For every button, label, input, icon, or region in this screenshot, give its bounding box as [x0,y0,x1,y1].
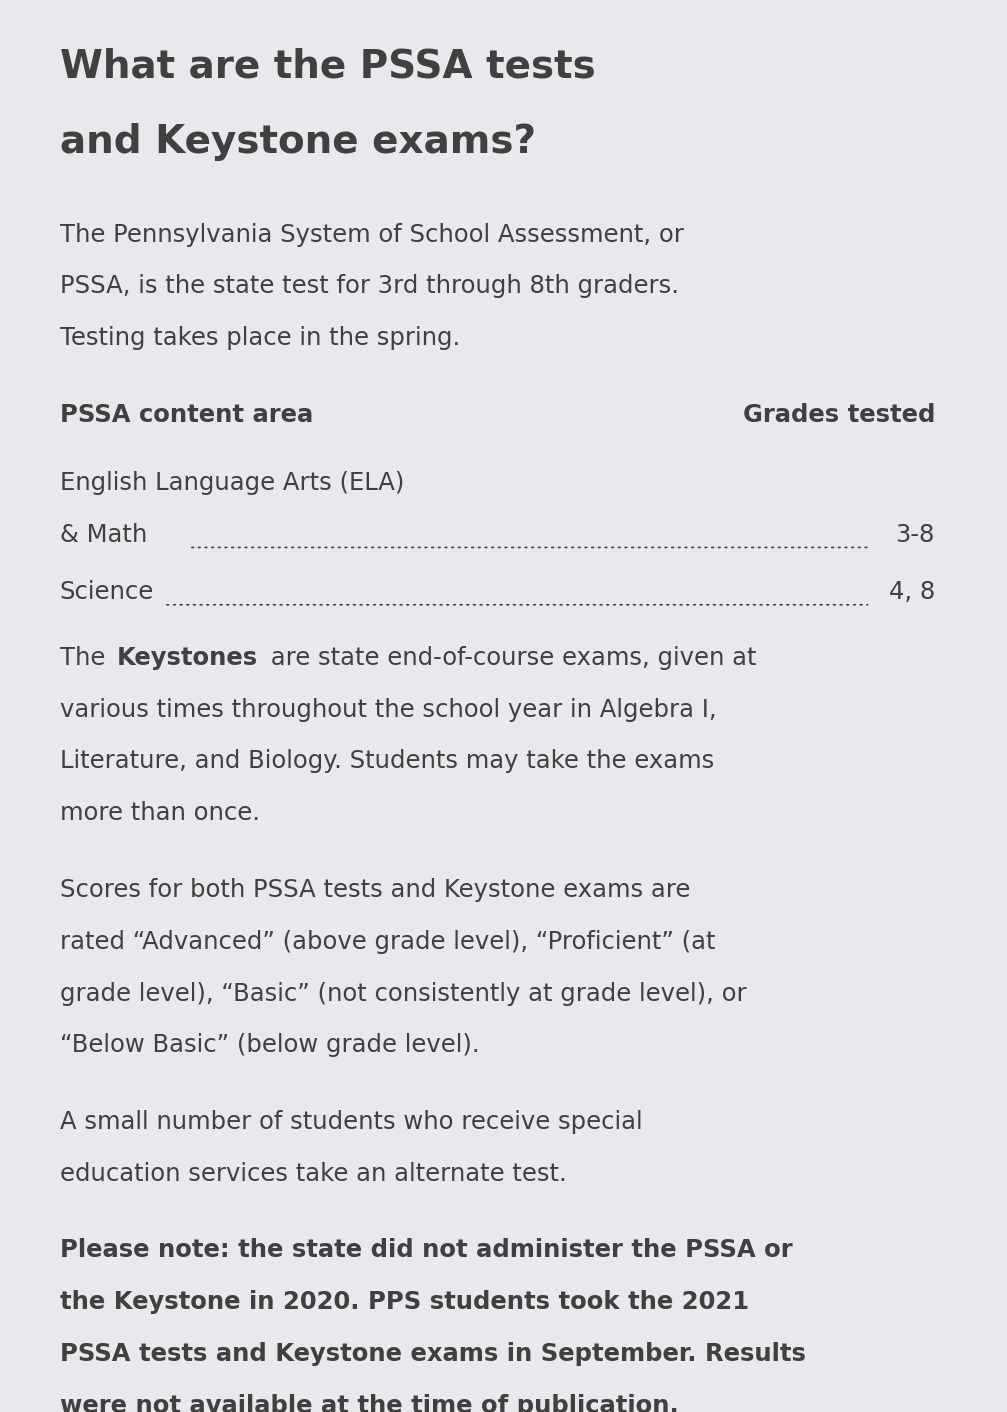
Text: Science: Science [59,580,154,604]
Text: and Keystone exams?: and Keystone exams? [59,123,536,161]
Text: education services take an alternate test.: education services take an alternate tes… [59,1162,566,1186]
Text: Scores for both PSSA tests and Keystone exams are: Scores for both PSSA tests and Keystone … [59,878,690,902]
Text: The: The [59,645,113,669]
Text: 3-8: 3-8 [895,522,936,546]
Text: rated “Advanced” (above grade level), “Proficient” (at: rated “Advanced” (above grade level), “P… [59,929,715,953]
Text: Grades tested: Grades tested [743,402,936,426]
Text: 4, 8: 4, 8 [889,580,936,604]
Text: Testing takes place in the spring.: Testing takes place in the spring. [59,326,460,350]
Text: more than once.: more than once. [59,802,260,826]
Text: were not available at the time of publication.: were not available at the time of public… [59,1394,679,1412]
Text: grade level), “Basic” (not consistently at grade level), or: grade level), “Basic” (not consistently … [59,981,746,1005]
Text: are state end-of-course exams, given at: are state end-of-course exams, given at [263,645,756,669]
Text: PSSA tests and Keystone exams in September. Results: PSSA tests and Keystone exams in Septemb… [59,1341,806,1365]
Text: What are the PSSA tests: What are the PSSA tests [59,48,595,86]
Text: Please note: the state did not administer the PSSA or: Please note: the state did not administe… [59,1238,793,1262]
Text: The Pennsylvania System of School Assessment, or: The Pennsylvania System of School Assess… [59,223,684,247]
Text: English Language Arts (ELA): English Language Arts (ELA) [59,472,404,496]
Text: Literature, and Biology. Students may take the exams: Literature, and Biology. Students may ta… [59,750,714,774]
Text: PSSA, is the state test for 3rd through 8th graders.: PSSA, is the state test for 3rd through … [59,274,679,298]
Text: “Below Basic” (below grade level).: “Below Basic” (below grade level). [59,1034,479,1058]
Text: & Math: & Math [59,522,147,546]
Text: the Keystone in 2020. PPS students took the 2021: the Keystone in 2020. PPS students took … [59,1291,749,1315]
Text: Keystones: Keystones [117,645,258,669]
Text: A small number of students who receive special: A small number of students who receive s… [59,1110,642,1134]
Text: PSSA content area: PSSA content area [59,402,313,426]
Text: various times throughout the school year in Algebra I,: various times throughout the school year… [59,698,716,722]
